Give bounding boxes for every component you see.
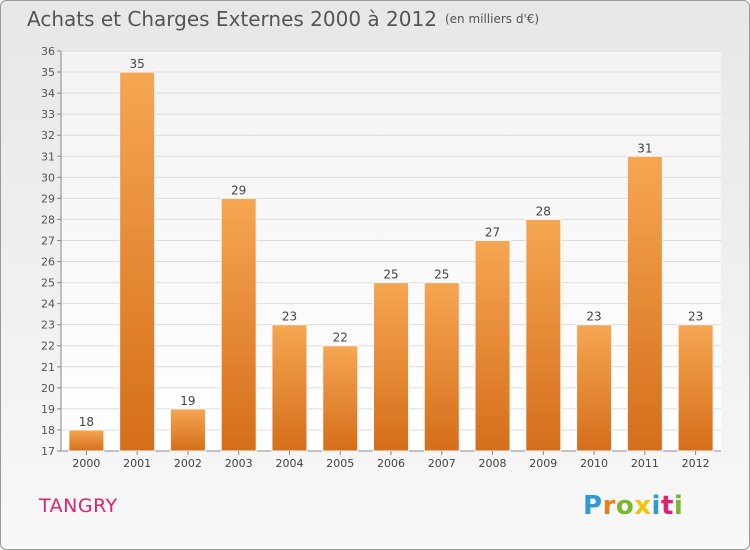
bar	[576, 324, 613, 452]
x-tick-label: 2007	[428, 457, 456, 470]
x-tick-label: 2010	[580, 457, 608, 470]
bar-value-label: 35	[130, 57, 145, 71]
bar	[169, 408, 206, 452]
bar-value-label: 27	[485, 225, 500, 239]
y-tick-label: 27	[41, 234, 55, 247]
logo-letter: r	[602, 491, 616, 521]
y-tick-label: 17	[41, 445, 55, 458]
bar	[220, 197, 257, 452]
title-text: Achats et Charges Externes 2000 à 2012	[27, 7, 437, 31]
y-tick-label: 33	[41, 108, 55, 121]
logo-letter: o	[615, 491, 635, 521]
logo-letter: P	[583, 491, 603, 521]
y-tick-label: 19	[41, 403, 55, 416]
x-tick-label: 2004	[275, 457, 303, 470]
bar-value-label: 31	[637, 141, 652, 155]
bar-value-label: 25	[434, 268, 449, 282]
x-tick-label: 2005	[326, 457, 354, 470]
logo-letter: t	[660, 491, 674, 521]
y-tick-label: 32	[41, 129, 55, 142]
bar	[626, 155, 663, 452]
y-tick-label: 29	[41, 192, 55, 205]
x-tick-label: 2012	[682, 457, 710, 470]
x-tick-label: 2011	[631, 457, 659, 470]
bar-value-label: 29	[231, 183, 246, 197]
bar-value-label: 19	[180, 394, 195, 408]
y-tick-label: 28	[41, 213, 55, 226]
bar-value-label: 22	[333, 331, 348, 345]
y-tick-label: 31	[41, 150, 55, 163]
y-tick-label: 36	[41, 45, 55, 58]
y-tick-label: 24	[41, 298, 55, 311]
bar	[525, 218, 562, 452]
x-tick-label: 2000	[72, 457, 100, 470]
logo-letter: i	[673, 491, 684, 521]
bar-value-label: 23	[586, 310, 601, 324]
y-tick-label: 21	[41, 361, 55, 374]
bar	[68, 429, 105, 452]
x-tick-label: 2002	[174, 457, 202, 470]
y-tick-label: 20	[41, 382, 55, 395]
bar-value-label: 18	[79, 415, 94, 429]
bar-value-label: 23	[282, 310, 297, 324]
bar	[423, 282, 460, 452]
proxiti-logo: Proxiti	[583, 491, 683, 521]
y-tick-label: 18	[41, 424, 55, 437]
bar	[677, 324, 714, 452]
y-tick-label: 30	[41, 171, 55, 184]
bar	[271, 324, 308, 452]
y-tick-label: 26	[41, 256, 55, 269]
bar	[322, 345, 359, 452]
bar	[373, 282, 409, 452]
y-tick-label: 22	[41, 340, 55, 353]
x-tick-label: 2006	[377, 457, 405, 470]
chart-title: Achats et Charges Externes 2000 à 2012 (e…	[27, 7, 539, 31]
y-tick-label: 34	[41, 87, 55, 100]
bar-value-label: 25	[383, 268, 398, 282]
x-tick-label: 2003	[225, 457, 253, 470]
unit-label: (en milliers d'€)	[444, 12, 540, 26]
x-tick-label: 2001	[123, 457, 151, 470]
y-tick-label: 23	[41, 319, 55, 332]
logo-letter: i	[651, 491, 661, 521]
bar	[119, 71, 156, 452]
x-tick-label: 2008	[479, 457, 507, 470]
bar-value-label: 23	[688, 310, 703, 324]
logo-letter: x	[634, 491, 652, 521]
y-tick-label: 25	[41, 277, 55, 290]
x-tick-label: 2009	[529, 457, 557, 470]
town-name: TANGRY	[39, 495, 118, 517]
bar	[474, 239, 511, 452]
y-tick-label: 35	[41, 66, 55, 79]
bar-value-label: 28	[536, 204, 551, 218]
